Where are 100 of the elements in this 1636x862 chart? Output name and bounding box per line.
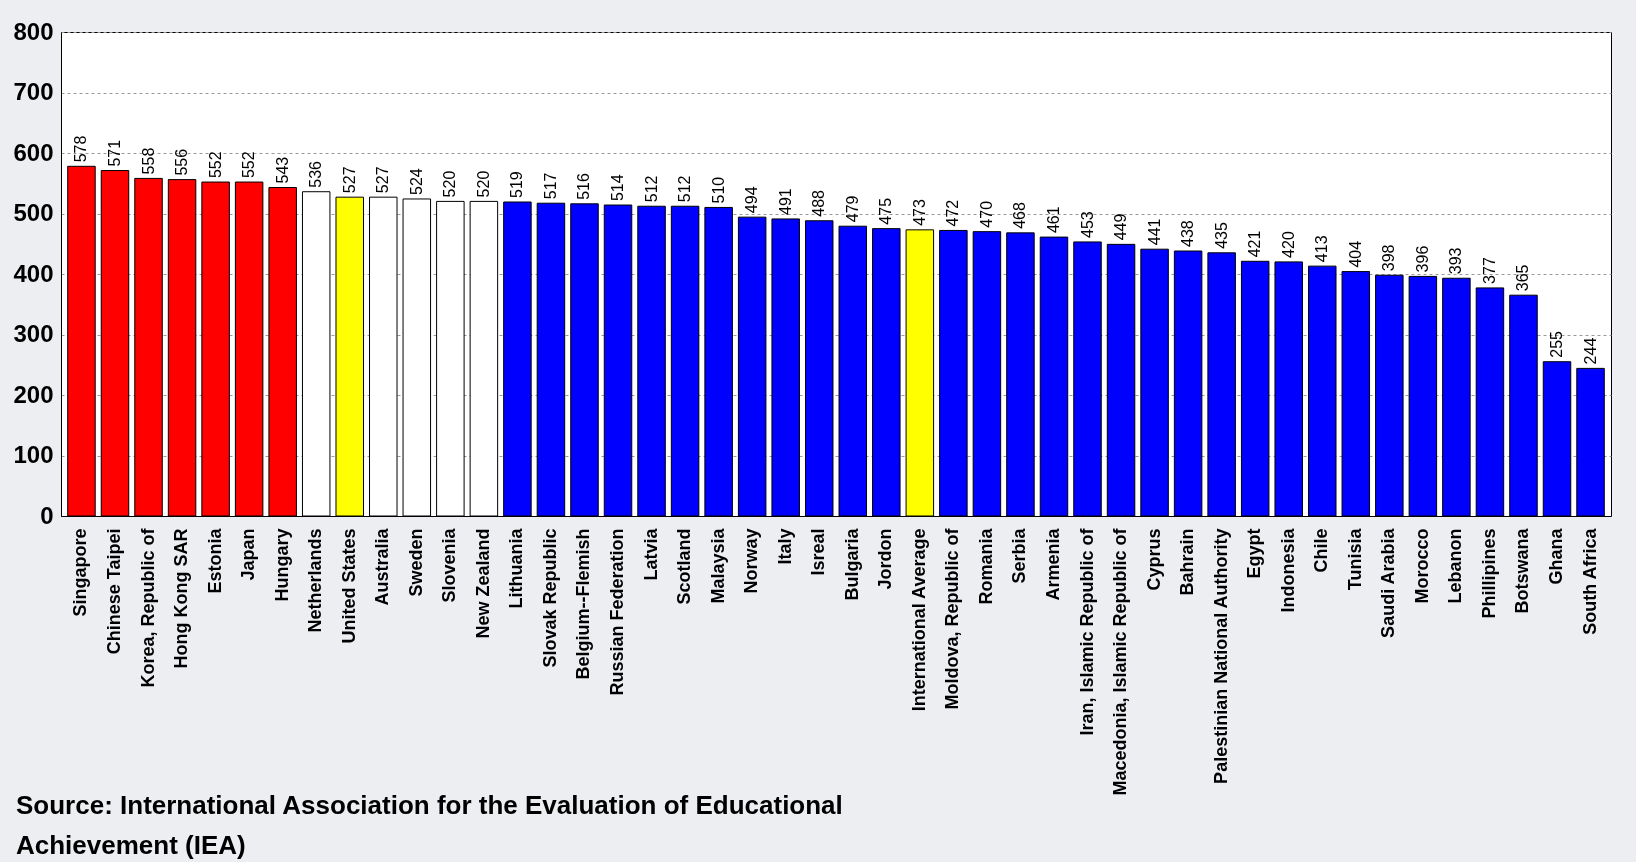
y-tick-label: 200 bbox=[13, 380, 54, 408]
x-tick-label: Italy bbox=[774, 528, 795, 565]
data-label: 244 bbox=[1581, 337, 1599, 365]
data-label: 527 bbox=[374, 166, 392, 194]
x-tick-label: United States bbox=[338, 528, 359, 644]
data-label: 393 bbox=[1447, 247, 1465, 275]
data-label: 556 bbox=[173, 148, 191, 176]
y-tick-label: 100 bbox=[13, 441, 54, 468]
x-tick-label: Latvia bbox=[640, 527, 661, 581]
x-tick-label: Cyprus bbox=[1143, 528, 1164, 591]
y-tick-label: 500 bbox=[13, 199, 54, 226]
data-label: 543 bbox=[273, 156, 291, 184]
data-label: 435 bbox=[1212, 222, 1230, 249]
data-label: 491 bbox=[776, 188, 794, 215]
x-tick-label: Iran, Islamic Republic of bbox=[1076, 527, 1097, 736]
data-label: 438 bbox=[1179, 220, 1197, 248]
data-label: 516 bbox=[575, 173, 593, 200]
data-label: 461 bbox=[1044, 206, 1062, 234]
data-label: 441 bbox=[1145, 218, 1163, 246]
x-tick-label: International Average bbox=[908, 528, 929, 712]
y-tick-label: 300 bbox=[13, 320, 54, 347]
y-tick-label: 400 bbox=[13, 259, 54, 287]
x-tick-label: Scotland bbox=[674, 528, 695, 605]
data-label: 552 bbox=[240, 151, 258, 179]
x-tick-label: Estonia bbox=[204, 527, 225, 594]
data-label: 512 bbox=[676, 175, 694, 203]
x-tick-label: Macedonia, Islamic Republic of bbox=[1110, 527, 1131, 796]
x-tick-label: Malaysia bbox=[707, 527, 728, 604]
y-tick-label: 800 bbox=[13, 17, 54, 45]
x-tick-label: Indonesia bbox=[1277, 527, 1298, 613]
x-tick-label: Tunisia bbox=[1344, 527, 1365, 591]
data-label: 473 bbox=[910, 199, 928, 226]
x-tick-label: Japan bbox=[238, 528, 259, 581]
data-label: 255 bbox=[1548, 330, 1566, 358]
x-tick-label: Armenia bbox=[1042, 527, 1063, 601]
x-tick-label: Sweden bbox=[405, 528, 426, 597]
x-tick-label: Korea, Republic of bbox=[137, 527, 158, 688]
x-tick-label: Botswana bbox=[1512, 527, 1533, 614]
x-tick-label: Bahrain bbox=[1177, 528, 1198, 596]
data-label: 517 bbox=[541, 172, 559, 200]
x-tick-label: Belgium--Flemish bbox=[573, 528, 594, 680]
data-label: 413 bbox=[1313, 235, 1331, 263]
data-label: 571 bbox=[105, 139, 123, 167]
data-label: 404 bbox=[1346, 240, 1364, 268]
x-tick-label: Lithuania bbox=[506, 527, 527, 609]
data-label: 449 bbox=[1112, 213, 1130, 241]
x-tick-label: Russian Federation bbox=[607, 528, 628, 696]
x-tick-label: Serbia bbox=[1009, 527, 1030, 584]
data-label: 472 bbox=[944, 199, 962, 227]
x-tick-label: Saudi Arabia bbox=[1378, 527, 1399, 638]
x-tick-label: Ghana bbox=[1546, 527, 1567, 585]
data-label: 520 bbox=[441, 170, 459, 198]
x-tick-label: Australia bbox=[372, 527, 393, 606]
x-tick-label: Hungary bbox=[271, 528, 292, 602]
data-label: 519 bbox=[508, 171, 526, 199]
x-tick-label: Egypt bbox=[1244, 528, 1265, 579]
x-tick-label: Moldova, Republic of bbox=[942, 527, 963, 710]
y-tick-label: 0 bbox=[40, 501, 54, 529]
source-note: Source: International Association for the Evaluation of Educational Achievement (IEA) bbox=[16, 789, 844, 862]
x-tick-label: Romania bbox=[975, 527, 996, 605]
y-tick-label: 700 bbox=[13, 78, 54, 105]
x-tick-label: Bulgaria bbox=[841, 527, 862, 601]
x-tick-label: Slovenia bbox=[439, 527, 460, 603]
x-tick-label: Lebanon bbox=[1445, 528, 1466, 604]
data-label: 479 bbox=[843, 195, 861, 223]
x-tick-label: New Zealand bbox=[472, 528, 493, 639]
x-tick-label: Morocco bbox=[1411, 528, 1432, 604]
x-tick-label: Phillipines bbox=[1478, 528, 1499, 619]
x-tick-label: Slovak Republic bbox=[539, 528, 560, 668]
data-label: 468 bbox=[1011, 202, 1029, 229]
data-label: 398 bbox=[1380, 244, 1398, 272]
data-label: 488 bbox=[810, 189, 828, 217]
data-label: 421 bbox=[1246, 230, 1264, 258]
data-label: 453 bbox=[1078, 211, 1096, 238]
data-label: 396 bbox=[1413, 245, 1431, 273]
data-label: 524 bbox=[407, 168, 425, 195]
data-label: 420 bbox=[1279, 231, 1297, 258]
y-tick-label: 600 bbox=[13, 138, 54, 166]
x-tick-label: Jordon bbox=[875, 528, 896, 590]
x-tick-label: Chinese Taipei bbox=[103, 528, 124, 655]
x-tick-label: Chile bbox=[1311, 528, 1332, 573]
data-label: 514 bbox=[609, 174, 627, 202]
data-label: 527 bbox=[340, 166, 358, 194]
x-tick-label: Singapore bbox=[70, 528, 91, 617]
x-tick-label: Palestinian National Authority bbox=[1210, 528, 1231, 784]
x-tick-label: Netherlands bbox=[305, 528, 326, 633]
data-label: 365 bbox=[1514, 264, 1532, 292]
x-tick-label: Hong Kong SAR bbox=[171, 528, 192, 669]
data-label: 578 bbox=[72, 135, 90, 163]
data-label: 470 bbox=[977, 200, 995, 228]
x-tick-label: Norway bbox=[741, 528, 762, 594]
data-label: 552 bbox=[206, 151, 224, 179]
x-tick-label: Isreal bbox=[808, 528, 829, 576]
data-label: 558 bbox=[139, 147, 157, 175]
data-label: 510 bbox=[709, 176, 727, 204]
data-label: 512 bbox=[642, 175, 660, 203]
data-label: 520 bbox=[474, 170, 492, 198]
x-tick-label: South Africa bbox=[1579, 527, 1600, 635]
data-label: 475 bbox=[877, 197, 895, 225]
data-label: 494 bbox=[743, 186, 761, 214]
